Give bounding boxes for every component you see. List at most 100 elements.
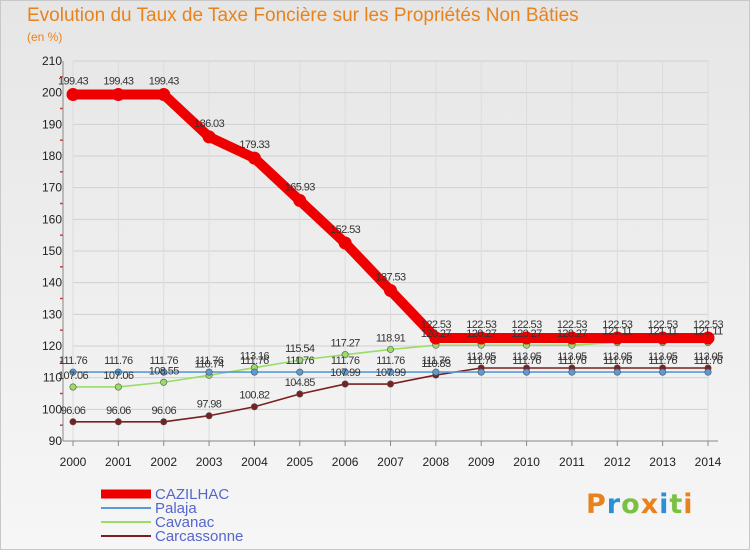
point-palaja [659, 368, 667, 376]
data-label-cazilhac: 165.93 [285, 182, 316, 194]
point-palaja [704, 368, 712, 376]
grid [72, 60, 709, 442]
data-label-cazilhac: 122.53 [512, 319, 543, 331]
data-label-carcassonne: 107.99 [330, 367, 361, 379]
y-tick-label: 100 [42, 402, 62, 416]
logo-letter: t [669, 489, 684, 520]
proxiti-logo: Proxiti [586, 489, 694, 520]
y-tick-label: 190 [42, 117, 62, 131]
data-label-palaja: 111.76 [59, 355, 88, 367]
point-cazilhac [656, 331, 670, 345]
point-palaja [613, 368, 621, 376]
data-label-cavanac: 120.27 [421, 328, 452, 340]
data-label-palaja: 111.76 [376, 355, 405, 367]
point-palaja [296, 368, 304, 376]
point-carcassonne [114, 418, 122, 426]
point-palaja [477, 368, 485, 376]
data-label-carcassonne: 113.05 [512, 351, 542, 363]
data-label-cazilhac: 122.53 [693, 319, 724, 331]
legend-label-cavanac: Cavanac [155, 514, 215, 531]
point-carcassonne [205, 412, 213, 420]
x-tick-label: 2010 [513, 455, 540, 469]
point-cazilhac [247, 151, 261, 165]
point-cazilhac [202, 130, 216, 144]
x-tick-label: 2012 [604, 455, 631, 469]
x-tick-label: 2000 [60, 455, 87, 469]
x-tick-label: 2005 [286, 455, 313, 469]
y-tick-label: 150 [42, 244, 62, 258]
point-cavanac [160, 378, 168, 386]
data-label-cazilhac: 199.43 [58, 75, 89, 87]
data-label-carcassonne: 107.99 [375, 367, 406, 379]
data-label-cavanac: 108.55 [149, 365, 180, 377]
data-labels: 199.43 199.43 199.43 186.03 179.33 165.93 152.… [58, 75, 724, 416]
y-tick-label: 170 [42, 181, 62, 195]
data-label-palaja: 111.76 [331, 355, 360, 367]
data-label-palaja: 111.76 [467, 355, 496, 367]
legend-label-palaja: Palaja [155, 500, 197, 517]
data-label-cavanac: 107.06 [58, 370, 89, 382]
legend-label-cazilhac: CAZILHAC [155, 486, 229, 503]
point-cazilhac [474, 331, 488, 345]
chart-title: Evolution du Taux de Taxe Foncière sur l… [27, 5, 579, 26]
point-carcassonne [386, 380, 394, 388]
data-label-cazilhac: 199.43 [103, 75, 134, 87]
point-palaja [250, 368, 258, 376]
point-palaja [341, 368, 349, 376]
point-palaja [386, 368, 394, 376]
point-cazilhac [429, 331, 443, 345]
data-label-carcassonne: 110.83 [421, 358, 451, 370]
data-label-cavanac: 120.27 [512, 328, 543, 340]
y-tick-label: 200 [42, 86, 62, 100]
point-cazilhac [338, 236, 352, 250]
point-cazilhac [111, 87, 125, 101]
data-label-carcassonne: 96.06 [61, 405, 86, 417]
data-label-cazilhac: 152.53 [330, 224, 361, 236]
data-label-palaja: 111.76 [603, 355, 632, 367]
point-cazilhac [293, 194, 307, 208]
y-tick-label: 160 [42, 212, 62, 226]
logo-letter: i [683, 489, 694, 520]
data-label-cazilhac: 179.33 [239, 139, 270, 151]
data-label-cazilhac: 122.53 [557, 319, 588, 331]
data-label-palaja: 111.76 [512, 355, 541, 367]
point-palaja [523, 368, 531, 376]
point-palaja [205, 368, 213, 376]
point-palaja [69, 368, 77, 376]
point-cazilhac [610, 331, 624, 345]
x-tick-label: 2007 [377, 455, 404, 469]
y-tick-label: 90 [49, 434, 63, 448]
data-label-carcassonne: 96.06 [151, 405, 176, 417]
data-label-palaja: 111.76 [150, 355, 179, 367]
x-tick-label: 2004 [241, 455, 268, 469]
point-carcassonne [250, 403, 258, 411]
x-tick-label: 2008 [423, 455, 450, 469]
point-cazilhac [520, 331, 534, 345]
point-carcassonne [69, 418, 77, 426]
point-palaja [160, 368, 168, 376]
y-tick-label: 130 [42, 307, 62, 321]
x-tick-label: 2006 [332, 455, 359, 469]
logo-letter: P [586, 489, 607, 520]
y-tick-label: 180 [42, 149, 62, 163]
point-carcassonne [296, 390, 304, 398]
data-label-palaja: 111.76 [694, 355, 723, 367]
data-label-cazilhac: 122.53 [466, 319, 497, 331]
data-label-cavanac: 113.16 [240, 351, 270, 363]
chart-subtitle: (en %) [27, 30, 63, 44]
data-label-palaja: 111.76 [240, 355, 269, 367]
point-cazilhac [565, 331, 579, 345]
logo-letter: x [640, 489, 660, 520]
data-label-cavanac: 117.27 [331, 338, 361, 350]
point-cavanac [296, 356, 304, 364]
data-label-cavanac: 121.11 [648, 325, 678, 337]
y-tick-label: 120 [42, 339, 62, 353]
data-label-cavanac: 121.11 [603, 325, 633, 337]
data-label-carcassonne: 104.85 [285, 377, 316, 389]
data-label-palaja: 111.76 [286, 355, 315, 367]
series-layer [66, 87, 715, 426]
x-tick-label: 2002 [150, 455, 177, 469]
data-label-carcassonne: 113.05 [693, 351, 723, 363]
data-label-cazilhac: 186.03 [194, 118, 225, 130]
x-tick-label: 2001 [105, 455, 132, 469]
